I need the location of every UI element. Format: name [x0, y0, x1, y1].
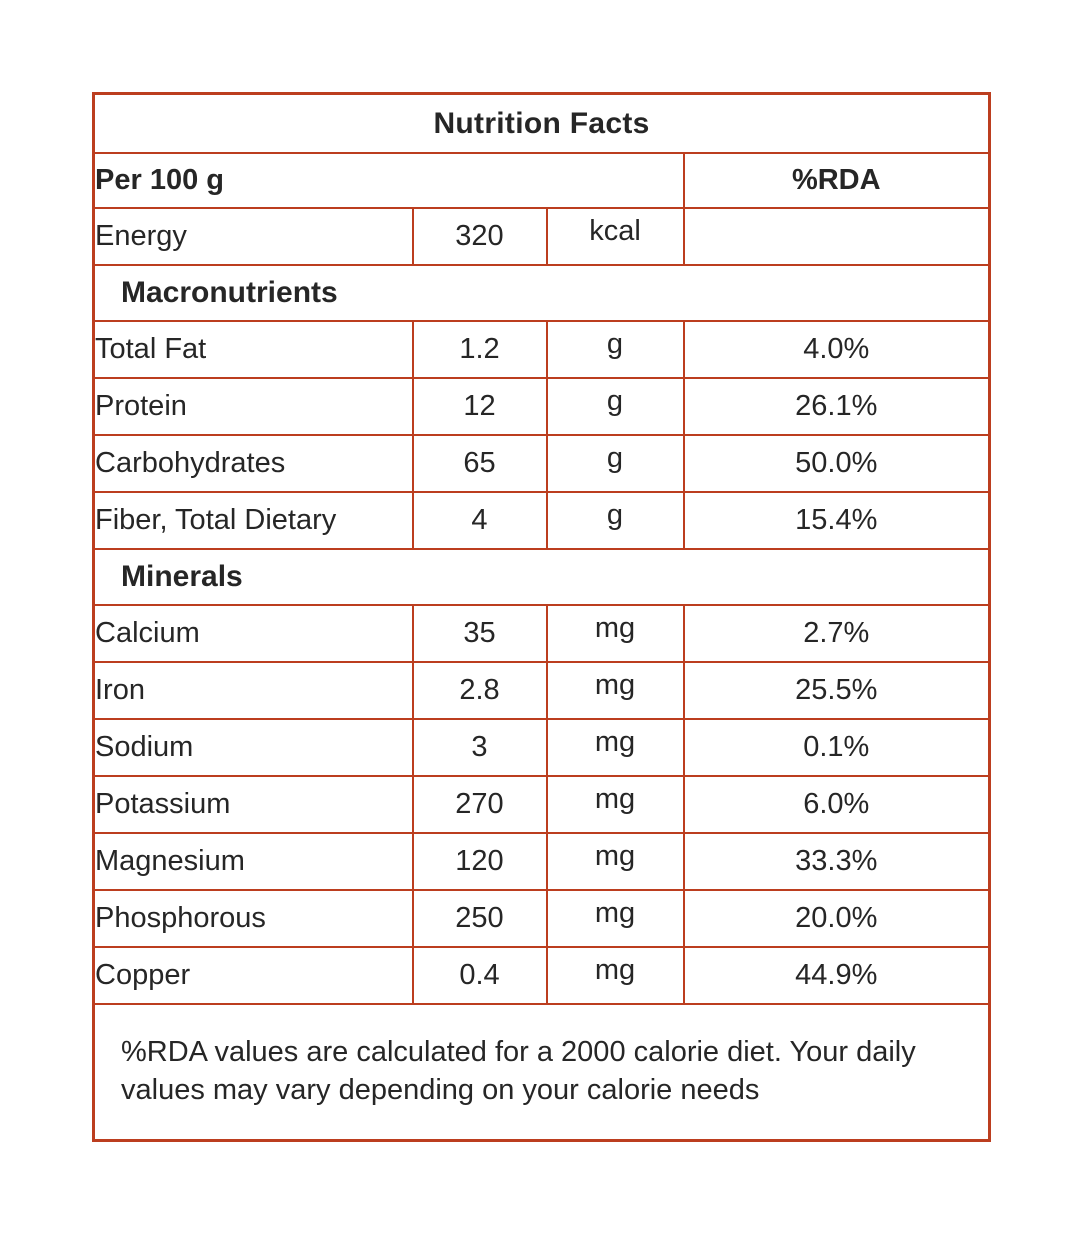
- table-header-row: Per 100 g %RDA: [92, 152, 991, 209]
- table-title: Nutrition Facts: [92, 92, 991, 154]
- table-title-row: Nutrition Facts: [92, 92, 991, 154]
- nutrient-label: Potassium: [92, 775, 414, 834]
- nutrient-label: Protein: [92, 377, 414, 436]
- nutrient-unit: mg: [545, 718, 685, 777]
- nutrient-rda-empty: [682, 207, 991, 266]
- table-row: Total Fat 1.2 g 4.0%: [92, 320, 991, 379]
- table-row: Magnesium 120 mg 33.3%: [92, 832, 991, 891]
- table-row: Protein 12 g 26.1%: [92, 377, 991, 436]
- nutrient-label: Energy: [92, 207, 414, 266]
- section-header-label: Minerals: [92, 548, 991, 606]
- table-row: Potassium 270 mg 6.0%: [92, 775, 991, 834]
- table-row: Copper 0.4 mg 44.9%: [92, 946, 991, 1005]
- nutrient-unit: kcal: [545, 207, 685, 266]
- nutrient-value: 270: [411, 775, 548, 834]
- rda-column-header: %RDA: [682, 152, 991, 209]
- nutrient-value: 250: [411, 889, 548, 948]
- serving-size-header: Per 100 g: [92, 152, 685, 209]
- nutrient-value: 65: [411, 434, 548, 493]
- nutrient-label: Total Fat: [92, 320, 414, 379]
- nutrient-value: 320: [411, 207, 548, 266]
- nutrient-label: Phosphorous: [92, 889, 414, 948]
- nutrient-unit: mg: [545, 832, 685, 891]
- section-header-minerals: Minerals: [92, 548, 991, 606]
- nutrient-value: 120: [411, 832, 548, 891]
- nutrient-rda: 44.9%: [682, 946, 991, 1005]
- nutrient-rda: 33.3%: [682, 832, 991, 891]
- nutrient-unit: mg: [545, 604, 685, 663]
- section-header-label: Macronutrients: [92, 264, 991, 322]
- table-row: Carbohydrates 65 g 50.0%: [92, 434, 991, 493]
- table-row: Iron 2.8 mg 25.5%: [92, 661, 991, 720]
- nutrient-value: 12: [411, 377, 548, 436]
- nutrient-rda: 4.0%: [682, 320, 991, 379]
- nutrient-value: 2.8: [411, 661, 548, 720]
- nutrient-label: Fiber, Total Dietary: [92, 491, 414, 550]
- nutrient-unit: mg: [545, 889, 685, 948]
- nutrient-value: 0.4: [411, 946, 548, 1005]
- nutrient-unit: mg: [545, 661, 685, 720]
- nutrient-unit: g: [545, 491, 685, 550]
- table-row: Fiber, Total Dietary 4 g 15.4%: [92, 491, 991, 550]
- nutrition-facts-table: Nutrition Facts Per 100 g %RDA Energy 32…: [92, 92, 992, 1142]
- nutrient-rda: 25.5%: [682, 661, 991, 720]
- rda-footnote: %RDA values are calculated for a 2000 ca…: [92, 1003, 991, 1142]
- nutrient-rda: 15.4%: [682, 491, 991, 550]
- nutrient-unit: g: [545, 320, 685, 379]
- nutrient-label: Magnesium: [92, 832, 414, 891]
- nutrient-rda: 50.0%: [682, 434, 991, 493]
- nutrient-value: 3: [411, 718, 548, 777]
- nutrient-rda: 0.1%: [682, 718, 991, 777]
- nutrient-label: Copper: [92, 946, 414, 1005]
- nutrient-unit: g: [545, 377, 685, 436]
- nutrient-label: Sodium: [92, 718, 414, 777]
- nutrient-unit: mg: [545, 775, 685, 834]
- nutrient-value: 35: [411, 604, 548, 663]
- table-row: Sodium 3 mg 0.1%: [92, 718, 991, 777]
- table-row: Phosphorous 250 mg 20.0%: [92, 889, 991, 948]
- nutrient-label: Iron: [92, 661, 414, 720]
- nutrient-unit: g: [545, 434, 685, 493]
- table-row: Calcium 35 mg 2.7%: [92, 604, 991, 663]
- nutrient-rda: 20.0%: [682, 889, 991, 948]
- nutrient-rda: 6.0%: [682, 775, 991, 834]
- nutrient-label: Carbohydrates: [92, 434, 414, 493]
- nutrient-rda: 26.1%: [682, 377, 991, 436]
- nutrient-value: 1.2: [411, 320, 548, 379]
- nutrient-value: 4: [411, 491, 548, 550]
- section-header-macronutrients: Macronutrients: [92, 264, 991, 322]
- nutrient-label: Calcium: [92, 604, 414, 663]
- footnote-row: %RDA values are calculated for a 2000 ca…: [92, 1003, 991, 1142]
- table-row-energy: Energy 320 kcal: [92, 207, 991, 266]
- nutrient-rda: 2.7%: [682, 604, 991, 663]
- nutrient-unit: mg: [545, 946, 685, 1005]
